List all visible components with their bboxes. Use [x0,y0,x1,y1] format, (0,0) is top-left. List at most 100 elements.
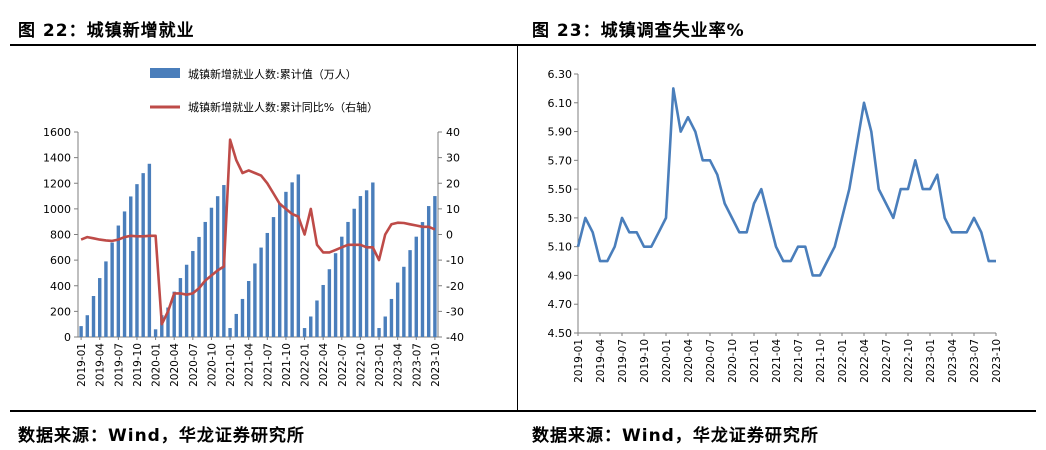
x-tick-label: 2019-04 [95,343,107,387]
y-tick-label: 5.30 [548,212,573,225]
x-tick-label: 2020-04 [169,343,181,387]
right-tick-label: 10 [446,203,460,216]
x-tick-label: 2021-04 [771,339,783,383]
bar-2021-11 [290,182,294,337]
bar-2022-06 [333,253,338,337]
bar-2020-03 [166,307,170,337]
bar-2023-04 [395,282,400,337]
x-tick-label: 2023-01 [374,343,386,387]
x-tick-label: 2022-01 [837,339,849,383]
bar-2023-06 [408,250,412,337]
bar-2023-10 [433,196,437,337]
x-tick-label: 2023-01 [925,339,937,383]
bar-2019-05 [104,261,108,337]
x-tick-label: 2019-01 [76,343,88,387]
right-tick-label: 30 [446,152,460,165]
y-tick-label: 5.70 [548,154,573,167]
y-tick-label: 4.50 [548,327,573,340]
x-tick-label: 2019-01 [573,339,585,383]
bar-2022-04 [321,284,325,337]
y-tick-label: 4.70 [548,298,573,311]
x-tick-label: 2023-07 [969,339,981,383]
bar-2022-11 [364,190,369,337]
bar-2022-07 [340,236,344,337]
x-tick-label: 2021-10 [815,339,827,383]
x-tick-label: 2020-10 [727,339,739,383]
x-tick-label: 2023-07 [411,343,423,387]
bar-2021-01 [228,328,232,337]
x-tick-label: 2021-07 [262,343,274,387]
bar-2019-10 [135,184,139,337]
bar-2019-01 [79,326,83,337]
bar-2022-05 [327,269,332,337]
x-tick-label: 2020-04 [683,339,695,383]
bar-2019-12 [147,163,152,337]
y-tick-label: 4.90 [548,269,573,282]
bar-2021-12 [296,174,301,337]
bar-2021-06 [259,247,263,337]
x-tick-label: 2023-10 [430,343,442,387]
x-tick-label: 2020-01 [151,343,163,387]
x-tick-label: 2019-07 [617,339,629,383]
x-tick-label: 2021-07 [793,339,805,383]
bottom-rule [10,410,1036,412]
left-tick-label: 1000 [43,203,71,216]
figure-22-title: 图 22：城镇新增就业 [18,21,195,41]
bar-2021-04 [246,281,251,337]
bar-2022-12 [371,182,375,337]
left-tick-label: 1200 [43,177,71,190]
bar-2022-01 [302,328,307,337]
bar-2021-09 [278,203,282,337]
right-tick-label: -10 [446,254,464,267]
x-tick-label: 2023-10 [991,339,1003,383]
bar-2023-03 [389,298,394,337]
right-tick-label: -40 [446,331,464,344]
bar-2023-01 [377,328,381,337]
x-tick-label: 2023-04 [947,339,959,383]
bar-2019-03 [91,296,96,337]
bar-2023-05 [402,266,406,337]
bar-2020-11 [215,196,220,337]
unemployment-chart: 6.30 6.10 5.90 5.70 5.50 5.30 5.10 4.90 4.70 4.50… [548,68,1004,383]
bar-2021-05 [253,263,257,337]
y-tick-label: 5.90 [548,126,573,139]
bar-2020-05 [178,278,183,337]
x-tick-label: 2019-07 [113,343,125,387]
bar-2022-03 [315,300,319,337]
x-tick-label: 2023-04 [393,343,405,387]
left-tick-label: 0 [64,331,71,344]
top-rule [10,44,1036,46]
x-tick-label: 2022-01 [300,343,312,387]
x-tick-label: 2021-04 [244,343,256,387]
legend-line-label: 城镇新增就业人数:累计同比%（右轴） [188,100,378,114]
unemployment-line [576,87,996,277]
bar-2019-02 [85,315,90,337]
figure-22-source: 数据来源：Wind，华龙证券研究所 [18,426,305,446]
left-tick-label: 1400 [43,152,71,165]
x-tick-label: 2022-07 [337,343,349,387]
yoy-line [80,138,436,326]
bar-2023-09 [426,206,431,337]
bar-2021-10 [284,191,288,337]
bar-2020-02 [160,315,164,337]
bar-2021-03 [240,298,245,337]
x-tick-label: 2019-04 [595,339,607,383]
right-tick-label: 0 [446,229,453,242]
left-tick-label: 200 [50,305,71,318]
bar-2023-08 [420,222,425,337]
x-tick-label: 2020-10 [206,343,218,387]
x-tick-label: 2022-04 [859,339,871,383]
x-tick-label: 2022-07 [881,339,893,383]
bar-2021-02 [234,313,238,337]
x-tick-label: 2022-04 [318,343,330,387]
left-tick-label: 1600 [43,126,71,139]
right-tick-label: 20 [446,177,460,190]
left-tick-label: 400 [50,280,71,293]
bar-2019-06 [110,242,114,337]
bar-2019-08 [122,211,127,337]
figure-23-source: 数据来源：Wind，华龙证券研究所 [532,426,819,446]
y-tick-label: 6.30 [548,68,573,81]
bar-2021-07 [265,232,270,337]
x-tick-label: 2019-10 [132,343,144,387]
x-tick-label: 2019-10 [639,339,651,383]
